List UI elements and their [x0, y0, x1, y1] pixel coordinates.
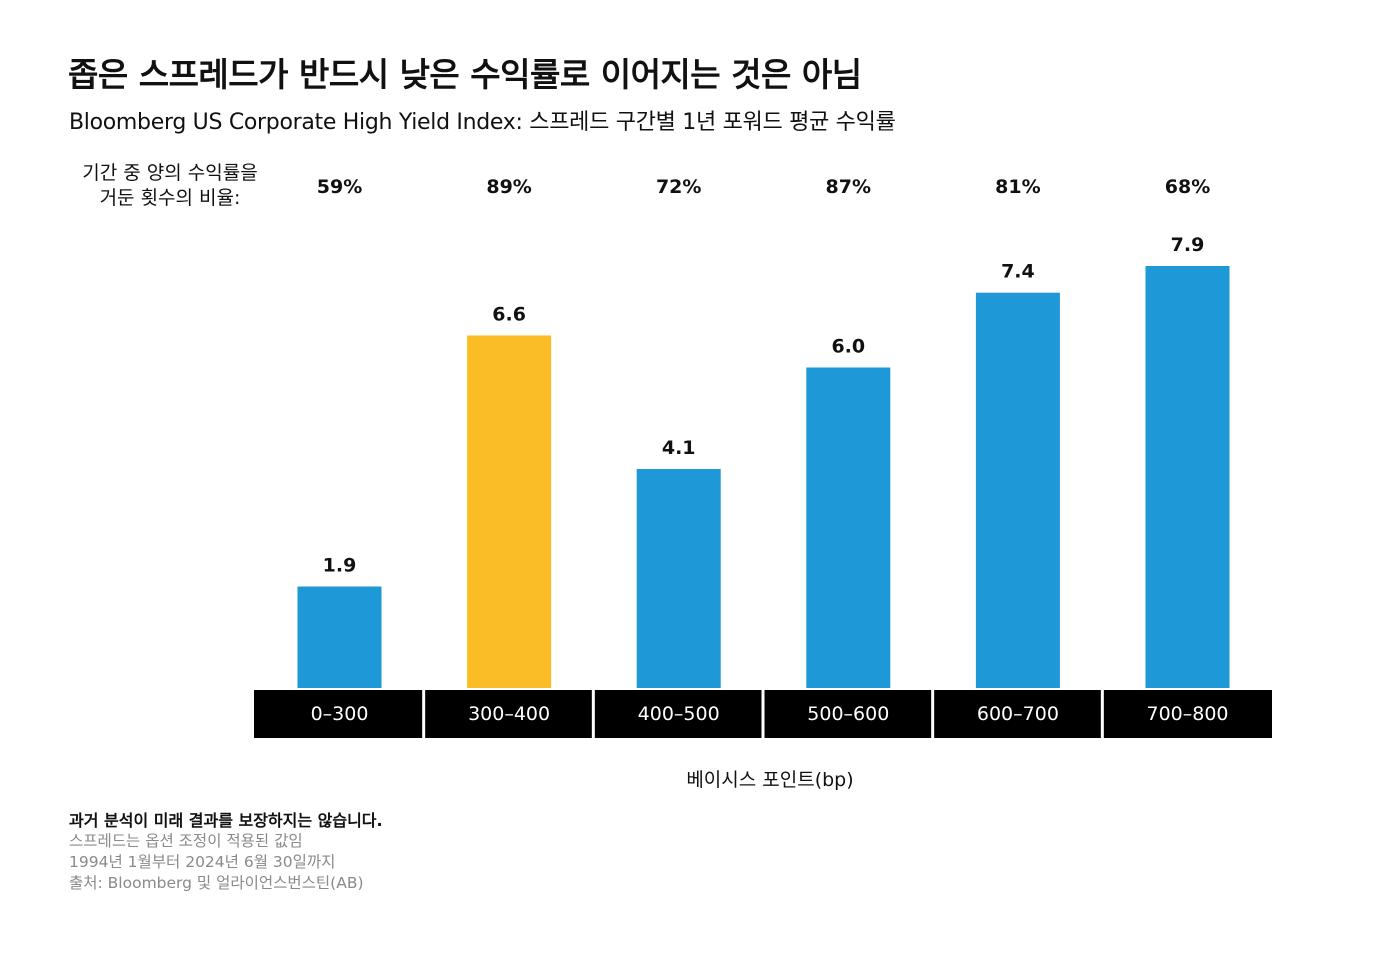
- category-cell: [254, 690, 423, 738]
- category-tick-label: 700–800: [1146, 703, 1228, 725]
- bar-chart: 59% 1.9 0–300 89% 6.6 300–400 72% 4.1 400–500 87%…: [254, 176, 1272, 738]
- positive-pct-label: 72%: [656, 176, 701, 198]
- category-tick-label: 400–500: [638, 703, 720, 725]
- bar: [467, 335, 552, 688]
- footnote-period-note: 1994년 1월부터 2024년 6월 30일까지: [69, 853, 336, 871]
- chart-title: 좁은 스프레드가 반드시 낮은 수익률로 이어지는 것은 아님: [68, 55, 862, 94]
- category-cell: [594, 690, 762, 738]
- bar: [297, 586, 382, 688]
- positive-return-ratio-label: 기간 중 양의 수익률을 거둔 횟수의 비율:: [60, 161, 280, 211]
- positive-pct-label: 59%: [317, 176, 362, 198]
- positive-return-ratio-label-line1: 기간 중 양의 수익률을: [82, 162, 258, 184]
- category-cell: [425, 690, 592, 738]
- bar-value-label: 7.4: [1001, 261, 1035, 283]
- bar: [806, 367, 891, 688]
- bar-value-label: 6.0: [831, 335, 865, 357]
- bar-value-label: 1.9: [323, 555, 357, 577]
- bar-value-label: 4.1: [662, 437, 696, 459]
- positive-pct-label: 81%: [995, 176, 1040, 198]
- bar: [636, 468, 721, 688]
- bar: [975, 292, 1060, 688]
- category-tick-label: 500–600: [807, 703, 889, 725]
- category-cell: [764, 690, 932, 738]
- positive-pct-label: 87%: [826, 176, 871, 198]
- bar-value-label: 6.6: [492, 303, 526, 325]
- x-axis-label: 베이시스 포인트(bp): [686, 769, 854, 791]
- category-cell: [934, 690, 1101, 738]
- disclaimer-note: 과거 분석이 미래 결과를 보장하지는 않습니다.: [69, 811, 383, 830]
- positive-pct-label: 68%: [1165, 176, 1210, 198]
- footnote-source-note: 출처: Bloomberg 및 얼라이언스번스틴(AB): [69, 874, 364, 892]
- positive-pct-label: 89%: [486, 176, 531, 198]
- category-cell: [1103, 690, 1272, 738]
- bar: [1145, 266, 1230, 688]
- footnote-spread-note: 스프레드는 옵션 조정이 적용된 값임: [69, 832, 303, 850]
- positive-return-ratio-label-line2: 거둔 횟수의 비율:: [99, 187, 241, 209]
- chart-subtitle: Bloomberg US Corporate High Yield Index:…: [69, 110, 896, 135]
- bar-value-label: 7.9: [1171, 234, 1205, 256]
- category-tick-label: 300–400: [468, 703, 550, 725]
- category-tick-label: 600–700: [977, 703, 1059, 725]
- footnotes: 과거 분석이 미래 결과를 보장하지는 않습니다. 스프레드는 옵션 조정이 적…: [69, 810, 383, 894]
- category-tick-label: 0–300: [311, 703, 369, 725]
